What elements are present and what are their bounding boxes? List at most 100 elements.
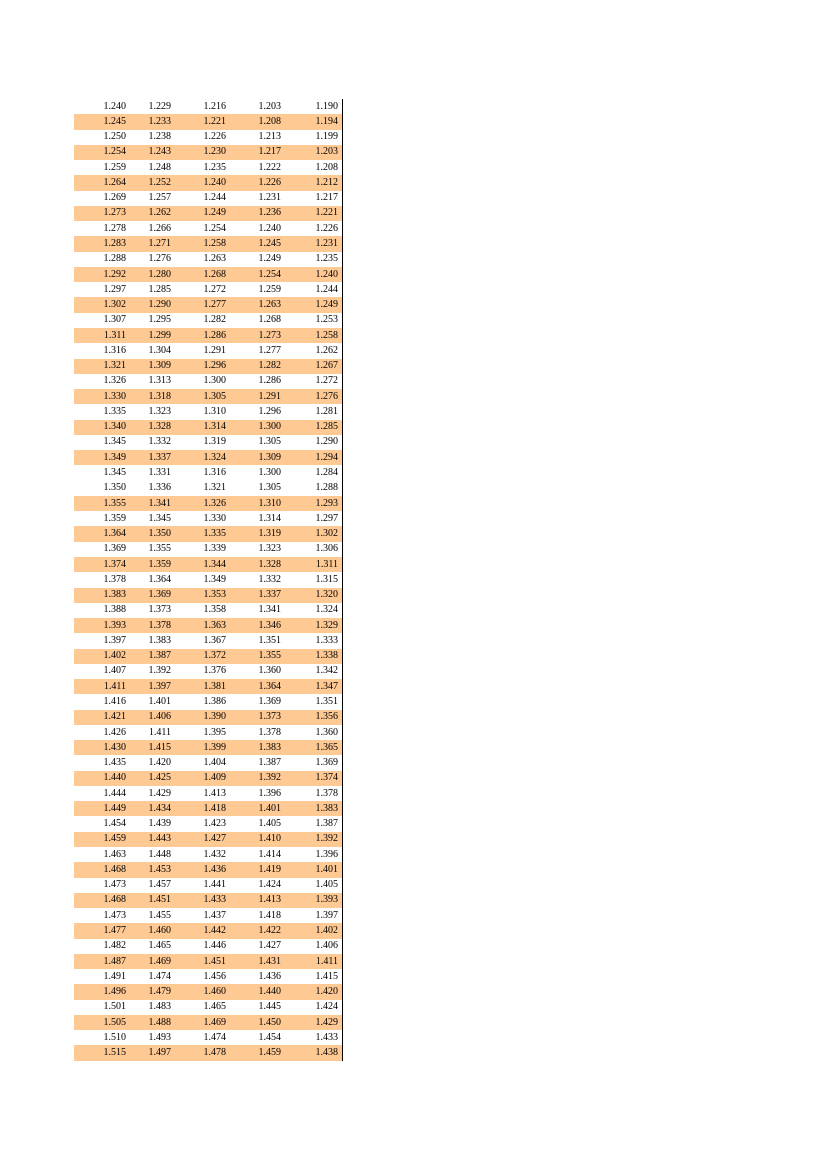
table-cell: 1.468: [74, 892, 126, 909]
table-cell: 1.433: [171, 892, 226, 909]
table-cell: 1.302: [281, 526, 343, 542]
table-cell: 1.283: [74, 236, 126, 252]
table-cell: 1.399: [171, 740, 226, 756]
table-cell: 1.341: [258, 604, 282, 616]
table-cell: 1.401: [148, 695, 172, 707]
table-cell: 1.359: [103, 512, 127, 524]
table-cell: 1.392: [226, 770, 281, 786]
table-cell: 1.332: [148, 436, 172, 448]
table-cell: 1.276: [281, 389, 343, 405]
table-cell: 1.248: [148, 161, 172, 173]
table-cell: 1.294: [281, 450, 343, 466]
table-cell: 1.321: [203, 482, 227, 494]
table-cell: 1.212: [281, 175, 343, 191]
table-cell: 1.314: [171, 419, 226, 435]
table-cell: 1.491: [103, 970, 127, 982]
table-cell: 1.330: [74, 389, 126, 405]
table-cell: 1.440: [74, 770, 126, 786]
table-row: 1.463 1.448 1.432 1.414 1.396: [74, 847, 343, 862]
table-cell: 1.420: [281, 984, 343, 1000]
table-row: 1.510 1.493 1.474 1.454 1.433: [74, 1030, 343, 1045]
table-cell: 1.364: [148, 573, 172, 585]
table-cell: 1.244: [315, 283, 339, 295]
table-cell: 1.454: [258, 1031, 282, 1043]
table-cell: 1.240: [258, 222, 282, 234]
table-cell: 1.457: [148, 879, 172, 891]
table-cell: 1.338: [281, 648, 343, 664]
table-cell: 1.269: [103, 192, 127, 204]
table-cell: 1.459: [74, 831, 126, 848]
table-cell: 1.282: [226, 358, 281, 374]
table-cell: 1.456: [203, 970, 227, 982]
table-cell: 1.364: [226, 679, 281, 695]
table-row: 1.378 1.364 1.349 1.332 1.315: [74, 572, 343, 587]
table-cell: 1.420: [148, 757, 172, 769]
table-cell: 1.402: [281, 923, 343, 939]
table-cell: 1.415: [315, 970, 339, 982]
table-cell: 1.249: [281, 297, 343, 313]
table-cell: 1.468: [74, 862, 126, 878]
table-cell: 1.268: [171, 266, 226, 283]
table-cell: 1.345: [103, 436, 127, 448]
table-cell: 1.430: [74, 740, 126, 756]
table-cell: 1.425: [126, 770, 171, 786]
table-cell: 1.285: [148, 283, 172, 295]
table-cell: 1.337: [126, 450, 171, 466]
table-cell: 1.469: [171, 1014, 226, 1031]
table-cell: 1.245: [74, 114, 126, 130]
table-cell: 1.336: [148, 482, 172, 494]
table-cell: 1.258: [171, 236, 226, 252]
table-cell: 1.429: [281, 1014, 343, 1031]
table-cell: 1.240: [171, 175, 226, 191]
table-cell: 1.410: [226, 831, 281, 848]
table-row: 1.473 1.457 1.441 1.424 1.405: [74, 878, 343, 893]
table-cell: 1.429: [148, 787, 172, 799]
table-cell: 1.222: [258, 161, 282, 173]
table-row: 1.369 1.355 1.339 1.323 1.306: [74, 542, 343, 557]
table-cell: 1.345: [148, 512, 172, 524]
table-cell: 1.411: [281, 953, 343, 970]
table-cell: 1.249: [171, 205, 226, 222]
table-cell: 1.390: [171, 709, 226, 725]
table-cell: 1.278: [103, 222, 127, 234]
table-cell: 1.373: [226, 709, 281, 725]
table-cell: 1.393: [281, 892, 343, 909]
table-cell: 1.271: [126, 236, 171, 252]
table-row: 1.335 1.323 1.310 1.296 1.281: [74, 404, 343, 419]
table-cell: 1.374: [281, 770, 343, 786]
table-row: 1.374 1.359 1.344 1.328 1.311: [74, 556, 343, 573]
table-cell: 1.449: [74, 801, 126, 817]
table-cell: 1.392: [281, 831, 343, 848]
table-row: 1.393 1.378 1.363 1.346 1.329: [74, 618, 343, 634]
table-cell: 1.258: [281, 327, 343, 344]
table-cell: 1.326: [171, 495, 226, 512]
table-cell: 1.515: [74, 1045, 126, 1061]
table-cell: 1.477: [74, 923, 126, 939]
table-cell: 1.360: [258, 665, 282, 677]
table-cell: 1.194: [281, 114, 343, 130]
table-cell: 1.424: [258, 879, 282, 891]
table-cell: 1.432: [203, 848, 227, 860]
table-cell: 1.315: [315, 573, 339, 585]
table-row: 1.311 1.299 1.286 1.273 1.258: [74, 327, 343, 344]
table-row: 1.264 1.252 1.240 1.226 1.212: [74, 175, 343, 191]
table-cell: 1.314: [258, 512, 282, 524]
table-cell: 1.328: [126, 419, 171, 435]
table-cell: 1.367: [203, 634, 227, 646]
table-cell: 1.406: [126, 709, 171, 725]
table-cell: 1.292: [74, 266, 126, 283]
table-cell: 1.273: [226, 327, 281, 344]
table-cell: 1.455: [148, 909, 172, 921]
table-cell: 1.488: [126, 1014, 171, 1031]
table-cell: 1.434: [126, 801, 171, 817]
table-row: 1.250 1.238 1.226 1.213 1.199: [74, 130, 343, 145]
table-row: 1.444 1.429 1.413 1.396 1.378: [74, 786, 343, 801]
table-cell: 1.402: [74, 648, 126, 664]
table-row: 1.440 1.425 1.409 1.392 1.374: [74, 770, 343, 786]
table-row: 1.273 1.262 1.249 1.236 1.221: [74, 205, 343, 222]
table-cell: 1.349: [74, 450, 126, 466]
table-cell: 1.273: [74, 205, 126, 222]
table-cell: 1.324: [171, 450, 226, 466]
table-cell: 1.296: [258, 405, 282, 417]
table-cell: 1.264: [74, 175, 126, 191]
